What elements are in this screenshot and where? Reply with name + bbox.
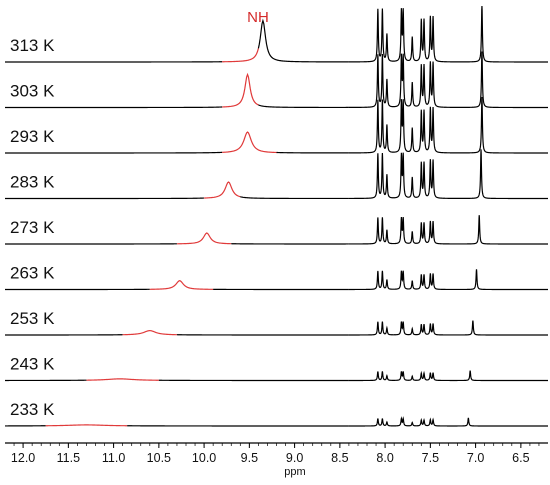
x-tick-label: 11.0 bbox=[102, 451, 125, 465]
temperature-label: 283 K bbox=[10, 173, 55, 192]
nh-region-trace bbox=[222, 72, 259, 108]
spectrum-trace bbox=[5, 106, 223, 109]
x-tick-label: 10.0 bbox=[192, 451, 216, 465]
nh-region-trace bbox=[86, 378, 159, 381]
temperature-label: 313 K bbox=[10, 36, 55, 55]
x-tick-label: 10.5 bbox=[147, 451, 171, 465]
aromatic-trace bbox=[348, 51, 548, 109]
aromatic-trace bbox=[348, 416, 548, 427]
x-tick-label: 8.5 bbox=[331, 451, 348, 465]
x-tick-label: 7.5 bbox=[422, 451, 439, 465]
aromatic-trace bbox=[348, 320, 548, 336]
aromatic-trace bbox=[348, 269, 548, 291]
x-tick-label: 8.0 bbox=[376, 451, 393, 465]
x-tick-label: 6.5 bbox=[512, 451, 529, 465]
spectra-group: 313 K 303 K 293 K 283 K 273 K 263 K 253 K 243 K… bbox=[5, 5, 548, 427]
temperature-label: 253 K bbox=[10, 309, 55, 328]
x-tick-label: 12.0 bbox=[11, 451, 35, 465]
nh-region-trace bbox=[149, 280, 214, 290]
spectrum-row: 233 K bbox=[5, 400, 548, 427]
nh-region-trace bbox=[176, 232, 232, 245]
aromatic-trace bbox=[348, 215, 548, 245]
x-tick-label: 7.0 bbox=[467, 451, 484, 465]
x-axis-label: ppm bbox=[284, 466, 305, 478]
spectrum-row: 313 K bbox=[5, 5, 548, 63]
spectrum-row: 263 K bbox=[5, 264, 548, 291]
spectrum-trace bbox=[5, 151, 223, 154]
temperature-label: 233 K bbox=[10, 400, 55, 419]
nh-region-trace bbox=[45, 424, 128, 427]
spectrum-row: 243 K bbox=[5, 355, 548, 382]
nh-region-trace bbox=[222, 48, 259, 63]
spectrum-row: 293 K bbox=[5, 96, 548, 154]
aromatic-trace bbox=[348, 5, 548, 63]
temperature-label: 273 K bbox=[10, 218, 55, 237]
spectrum-trace bbox=[258, 104, 349, 109]
temperature-label: 263 K bbox=[10, 264, 55, 283]
spectrum-trace bbox=[257, 18, 349, 63]
spectrum-row: 283 K bbox=[5, 149, 548, 200]
aromatic-trace bbox=[348, 96, 548, 154]
spectrum-row: 253 K bbox=[5, 309, 548, 336]
nh-region-trace bbox=[122, 329, 177, 336]
aromatic-trace bbox=[348, 370, 548, 382]
x-axis-ticks: 12.0 11.5 11.0 10.5 10.0 9.5 9.0 8.5 8.0 7.5 7.0 6.… bbox=[11, 443, 540, 465]
x-tick-label: 9.5 bbox=[241, 451, 258, 465]
x-tick-label: 9.0 bbox=[286, 451, 303, 465]
temperature-label: 293 K bbox=[10, 127, 55, 146]
spectrum-trace bbox=[240, 196, 349, 200]
spectrum-row: 273 K bbox=[5, 215, 548, 245]
nh-peak-annotation: NH bbox=[247, 9, 269, 26]
ppm-axis: 12.0 11.5 11.0 10.5 10.0 9.5 9.0 8.5 8.0 7.5 7.0 6.… bbox=[5, 442, 548, 478]
temperature-label: 303 K bbox=[10, 82, 55, 101]
spectrum-row: 303 K bbox=[5, 51, 548, 109]
nh-region-trace bbox=[204, 181, 241, 199]
temperature-label: 243 K bbox=[10, 355, 55, 374]
aromatic-trace bbox=[348, 149, 548, 200]
nh-region-trace bbox=[222, 131, 277, 154]
x-tick-label: 11.5 bbox=[57, 451, 80, 465]
